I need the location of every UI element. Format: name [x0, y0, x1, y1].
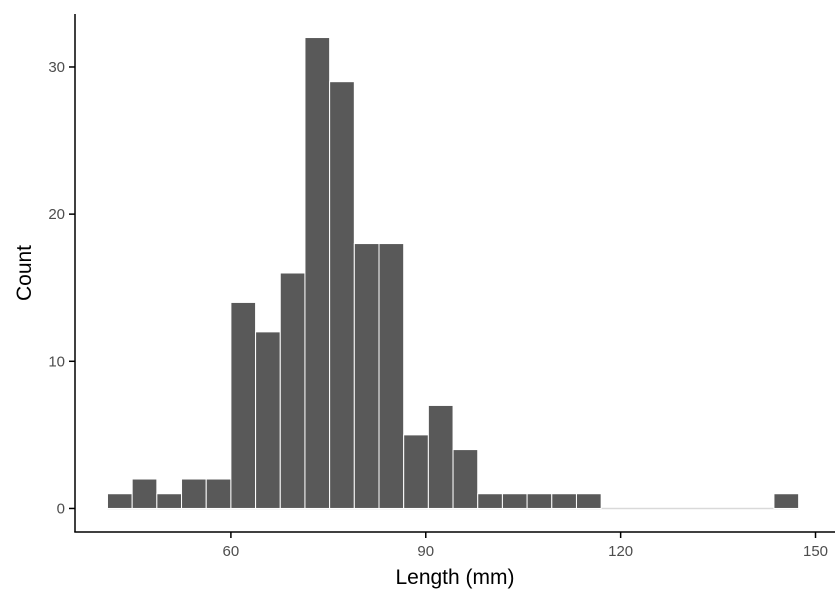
axes-layer: [74, 14, 835, 533]
histogram-bar: [773, 493, 800, 509]
x-tick-label: 150: [803, 543, 828, 560]
histogram-bar: [403, 434, 429, 509]
histogram-bar: [205, 478, 232, 509]
histogram-bar: [575, 493, 602, 509]
bars-layer: [106, 37, 800, 509]
histogram-bar: [477, 493, 503, 509]
histogram-bar: [279, 272, 306, 509]
y-tick-label: 20: [48, 206, 65, 223]
histogram-bar: [106, 493, 133, 509]
x-tick-label: 60: [223, 543, 240, 560]
x-tick-label: 90: [417, 543, 434, 560]
histogram-bar: [353, 243, 380, 509]
x-tick-label: 120: [608, 543, 633, 560]
y-tick-label: 0: [57, 500, 65, 517]
histogram-bar: [452, 449, 479, 509]
y-tick-label: 10: [48, 353, 65, 370]
histogram-bar: [526, 493, 553, 509]
histogram-bar: [156, 493, 183, 509]
histogram-bar: [304, 37, 331, 509]
ticks-layer: 0 10 20 30 60 90 120 150: [48, 59, 828, 560]
histogram-bar: [378, 243, 405, 509]
histogram-bar: [501, 493, 528, 509]
y-tick-label: 30: [48, 59, 65, 76]
x-axis-title: Length (mm): [395, 566, 514, 589]
histogram-bar: [329, 81, 355, 509]
y-axis-title: Count: [13, 245, 36, 301]
histogram-bar: [181, 478, 207, 509]
histogram-bar: [255, 331, 281, 509]
histogram-bar: [551, 493, 577, 509]
histogram-bar: [230, 301, 257, 509]
histogram-bar: [427, 404, 454, 509]
histogram-bar: [131, 478, 158, 509]
